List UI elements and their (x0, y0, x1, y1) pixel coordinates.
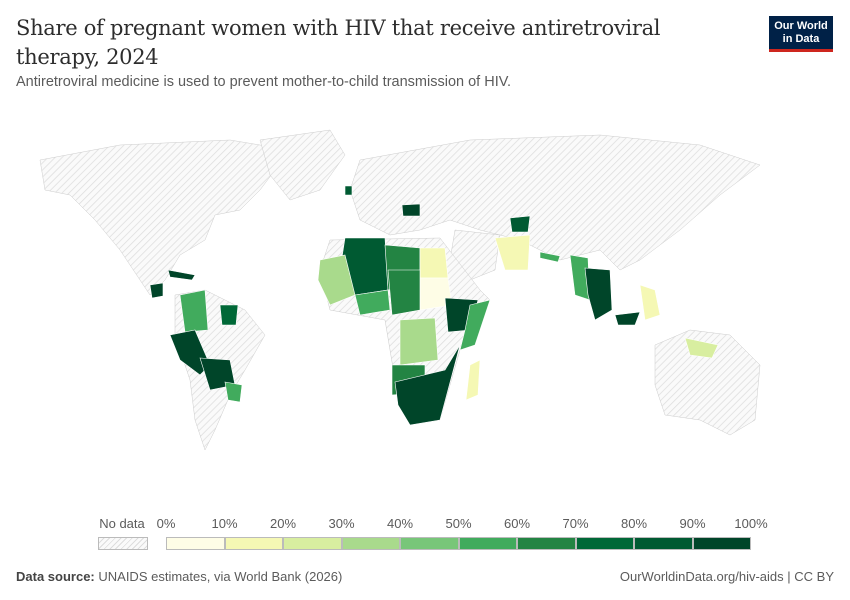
country-mali[interactable] (317, 254, 356, 306)
legend-bin (166, 537, 225, 550)
legend-tick-label: 80% (620, 516, 648, 531)
legend-tick-label: 70% (562, 516, 589, 531)
legend-tick-label: 10% (211, 516, 238, 531)
legend-tick-label: 30% (328, 516, 355, 531)
legend-tick-label: 90% (679, 516, 706, 531)
world-map (39, 129, 761, 451)
legend-bin (634, 537, 693, 550)
legend-tick-label: 0% (156, 516, 176, 531)
legend-bin (692, 537, 751, 550)
legend-bin (400, 537, 459, 550)
legend-tick-label: 60% (503, 516, 531, 531)
country-thailand-cambodia[interactable] (584, 267, 613, 321)
chart-title: Share of pregnant women with HIV that re… (16, 16, 661, 69)
owid-logo[interactable]: Our World in Data (769, 16, 833, 52)
source-text: UNAIDS estimates, via World Bank (2026) (98, 569, 343, 584)
country-niger[interactable] (354, 289, 391, 316)
country-guatemala[interactable] (149, 282, 164, 299)
country-nepal[interactable] (539, 251, 561, 263)
country-philippines[interactable] (639, 284, 661, 321)
country-southern-africa[interactable] (394, 344, 461, 426)
country-malaysia[interactable] (614, 311, 641, 326)
legend-bin (458, 537, 517, 550)
country-dr-congo[interactable] (399, 317, 439, 366)
legend-bin (517, 537, 576, 550)
countries (149, 185, 719, 426)
country-tajikistan[interactable] (509, 215, 531, 233)
legend-bin (575, 537, 634, 550)
country-egypt[interactable] (419, 247, 449, 279)
legend-bin (283, 537, 342, 550)
data-source: Data source: UNAIDS estimates, via World… (16, 569, 342, 584)
legend-bin (341, 537, 400, 550)
legend-bin (224, 537, 283, 550)
source-label: Data source: (16, 569, 95, 584)
country-romania[interactable] (401, 203, 421, 217)
chart-subtitle: Antiretroviral medicine is used to preve… (16, 74, 512, 90)
legend-tick-label: 50% (445, 516, 472, 531)
legend-tick-label: 100% (734, 516, 768, 531)
country-paraguay[interactable] (224, 381, 243, 403)
country-chad[interactable] (387, 269, 421, 316)
no-data-landmass (349, 134, 761, 271)
country-cuba[interactable] (167, 269, 196, 281)
legend-tick-label: 40% (386, 516, 414, 531)
no-data-landmass (39, 139, 291, 296)
legend-no-data-label: No data (99, 516, 145, 531)
source-link[interactable]: OurWorldinData.org/hiv-aids | CC BY (619, 569, 834, 584)
country-somalia[interactable] (459, 299, 491, 351)
legend-tick-label: 20% (269, 516, 297, 531)
country-ireland[interactable] (344, 185, 353, 196)
no-data-landmass (654, 329, 761, 436)
country-guyana[interactable] (219, 304, 239, 326)
country-afghanistan-pakistan[interactable] (494, 234, 531, 271)
country-madagascar[interactable] (465, 359, 481, 401)
legend-no-data-swatch (98, 537, 148, 550)
country-papua-new-guinea[interactable] (684, 337, 719, 359)
country-colombia[interactable] (179, 289, 209, 333)
no-data-landmass (259, 129, 346, 201)
